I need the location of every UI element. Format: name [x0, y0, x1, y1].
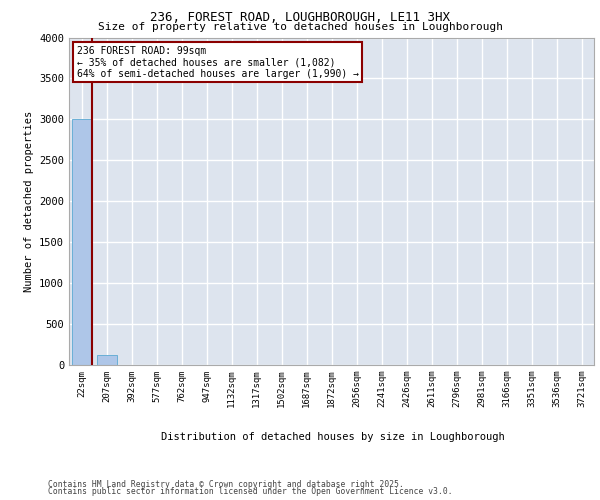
Text: Contains public sector information licensed under the Open Government Licence v3: Contains public sector information licen…	[48, 487, 452, 496]
Text: Distribution of detached houses by size in Loughborough: Distribution of detached houses by size …	[161, 432, 505, 442]
Bar	[97, 355, 116, 365]
Text: 236, FOREST ROAD, LOUGHBOROUGH, LE11 3HX: 236, FOREST ROAD, LOUGHBOROUGH, LE11 3HX	[150, 11, 450, 24]
Bar	[71, 120, 91, 365]
Text: Size of property relative to detached houses in Loughborough: Size of property relative to detached ho…	[97, 22, 503, 32]
Text: 236 FOREST ROAD: 99sqm
← 35% of detached houses are smaller (1,082)
64% of semi-: 236 FOREST ROAD: 99sqm ← 35% of detached…	[77, 46, 359, 79]
Y-axis label: Number of detached properties: Number of detached properties	[23, 110, 34, 292]
Text: Contains HM Land Registry data © Crown copyright and database right 2025.: Contains HM Land Registry data © Crown c…	[48, 480, 404, 489]
